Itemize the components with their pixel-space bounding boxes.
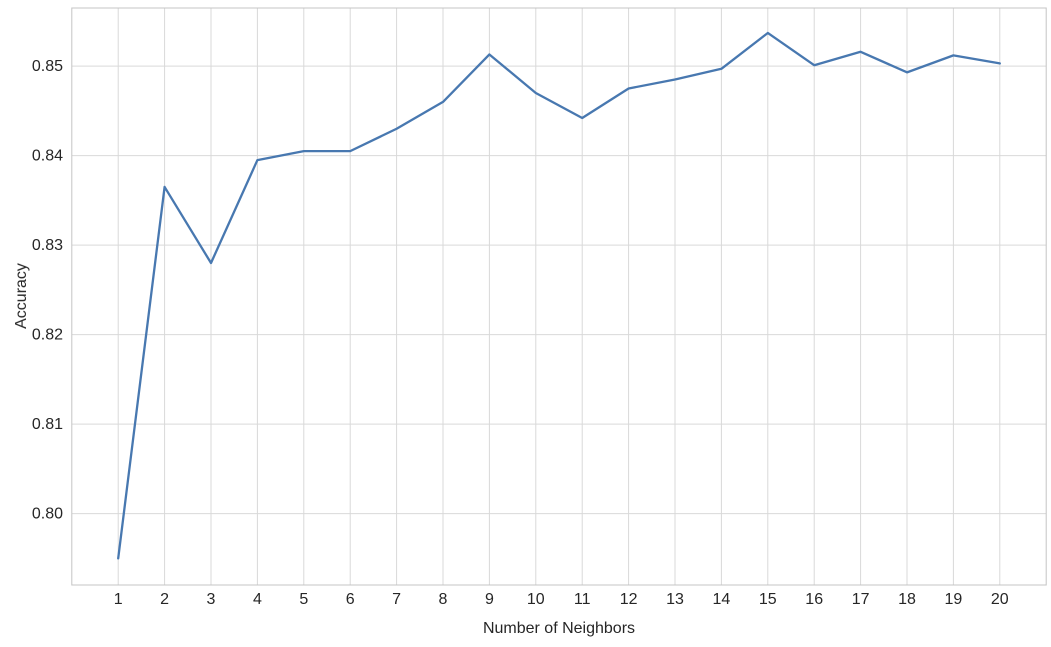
svg-text:11: 11 (574, 591, 591, 608)
svg-text:9: 9 (485, 591, 494, 608)
svg-text:12: 12 (620, 591, 638, 608)
svg-text:19: 19 (945, 591, 963, 608)
svg-text:14: 14 (713, 591, 731, 608)
svg-text:20: 20 (991, 591, 1009, 608)
svg-text:0.82: 0.82 (32, 327, 63, 344)
svg-text:18: 18 (898, 591, 916, 608)
svg-text:10: 10 (527, 591, 545, 608)
svg-text:Number of Neighbors: Number of Neighbors (483, 620, 635, 637)
svg-text:7: 7 (392, 591, 401, 608)
svg-text:0.80: 0.80 (32, 506, 63, 523)
svg-text:4: 4 (253, 591, 262, 608)
svg-text:0.84: 0.84 (32, 148, 63, 165)
svg-text:0.83: 0.83 (32, 237, 63, 254)
svg-text:16: 16 (805, 591, 823, 608)
svg-text:3: 3 (207, 591, 216, 608)
svg-text:17: 17 (852, 591, 870, 608)
svg-text:5: 5 (299, 591, 308, 608)
svg-text:8: 8 (439, 591, 448, 608)
svg-text:13: 13 (666, 591, 684, 608)
svg-text:6: 6 (346, 591, 355, 608)
svg-text:0.81: 0.81 (32, 416, 63, 433)
svg-text:2: 2 (160, 591, 169, 608)
svg-text:1: 1 (114, 591, 123, 608)
svg-text:15: 15 (759, 591, 777, 608)
svg-text:0.85: 0.85 (32, 58, 63, 75)
